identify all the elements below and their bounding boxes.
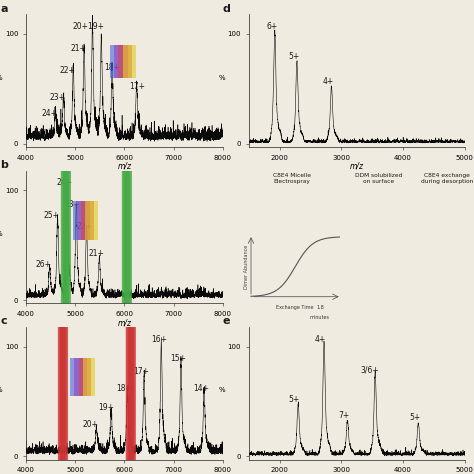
Y-axis label: %: % <box>219 74 226 81</box>
X-axis label: m/z: m/z <box>118 162 131 171</box>
Text: 19+: 19+ <box>98 402 114 411</box>
Text: c: c <box>0 317 7 327</box>
Text: 5+: 5+ <box>409 413 420 422</box>
Text: 4+: 4+ <box>323 76 334 85</box>
Text: 4+: 4+ <box>315 335 326 344</box>
Bar <box>77 201 90 240</box>
Text: 6+: 6+ <box>266 22 277 31</box>
Text: 14+: 14+ <box>194 384 210 393</box>
Bar <box>114 45 128 78</box>
Circle shape <box>64 0 70 474</box>
Text: 18+: 18+ <box>104 64 120 73</box>
Text: 7+: 7+ <box>339 411 350 420</box>
Text: 20+: 20+ <box>82 420 99 429</box>
X-axis label: m/z: m/z <box>118 319 131 328</box>
Text: minutes: minutes <box>310 315 330 320</box>
Circle shape <box>126 0 131 474</box>
Bar <box>74 358 87 396</box>
Bar <box>85 201 98 240</box>
Text: 23+: 23+ <box>64 200 80 209</box>
X-axis label: m/z: m/z <box>350 162 364 171</box>
Text: 22+: 22+ <box>59 65 75 74</box>
Text: 23+: 23+ <box>50 93 65 102</box>
Circle shape <box>124 0 130 474</box>
Text: a: a <box>0 4 8 14</box>
Circle shape <box>60 0 66 474</box>
Text: 24+: 24+ <box>56 178 73 187</box>
Circle shape <box>122 0 128 474</box>
Text: 20+19+: 20+19+ <box>72 22 104 31</box>
Bar <box>109 45 123 78</box>
Text: 18+: 18+ <box>117 384 132 393</box>
Text: C8E4 Micelle
Electrospray: C8E4 Micelle Electrospray <box>273 173 311 184</box>
Bar <box>82 358 95 396</box>
Bar <box>70 358 83 396</box>
Circle shape <box>62 0 67 474</box>
Y-axis label: %: % <box>0 231 3 237</box>
Text: d: d <box>223 4 231 14</box>
Text: 26+: 26+ <box>36 260 52 269</box>
Bar <box>79 358 91 396</box>
Text: b: b <box>0 160 9 170</box>
Text: 25+: 25+ <box>44 211 60 220</box>
Y-axis label: %: % <box>0 74 3 81</box>
Circle shape <box>127 0 132 474</box>
Text: DDM solubilized
on surface: DDM solubilized on surface <box>355 173 402 184</box>
Text: 17+: 17+ <box>129 82 145 91</box>
Circle shape <box>62 0 67 474</box>
Bar <box>123 45 137 78</box>
Text: 3/6+: 3/6+ <box>361 365 380 374</box>
Y-axis label: %: % <box>219 387 226 393</box>
Text: 5+: 5+ <box>288 53 300 62</box>
Text: 22+: 22+ <box>76 222 92 231</box>
Text: 1.8: 1.8 <box>316 305 324 310</box>
Circle shape <box>63 0 69 474</box>
Text: 17+: 17+ <box>134 367 150 376</box>
Text: 5+: 5+ <box>289 395 300 404</box>
Text: Dimer Abundance: Dimer Abundance <box>244 245 249 289</box>
Bar <box>118 45 132 78</box>
Bar <box>81 201 94 240</box>
Text: Exchange Time: Exchange Time <box>276 305 314 310</box>
Text: 24+: 24+ <box>42 109 58 118</box>
Bar <box>73 201 86 240</box>
Text: 21+: 21+ <box>89 249 105 258</box>
Circle shape <box>128 0 134 474</box>
Y-axis label: %: % <box>0 387 3 393</box>
Text: 21+: 21+ <box>70 44 86 53</box>
Text: 15+: 15+ <box>171 354 187 363</box>
Text: e: e <box>223 317 230 327</box>
Text: C8E4 exchange
during desorption: C8E4 exchange during desorption <box>421 173 474 184</box>
Circle shape <box>129 0 135 474</box>
Text: 16+: 16+ <box>151 335 167 344</box>
Circle shape <box>58 0 64 474</box>
